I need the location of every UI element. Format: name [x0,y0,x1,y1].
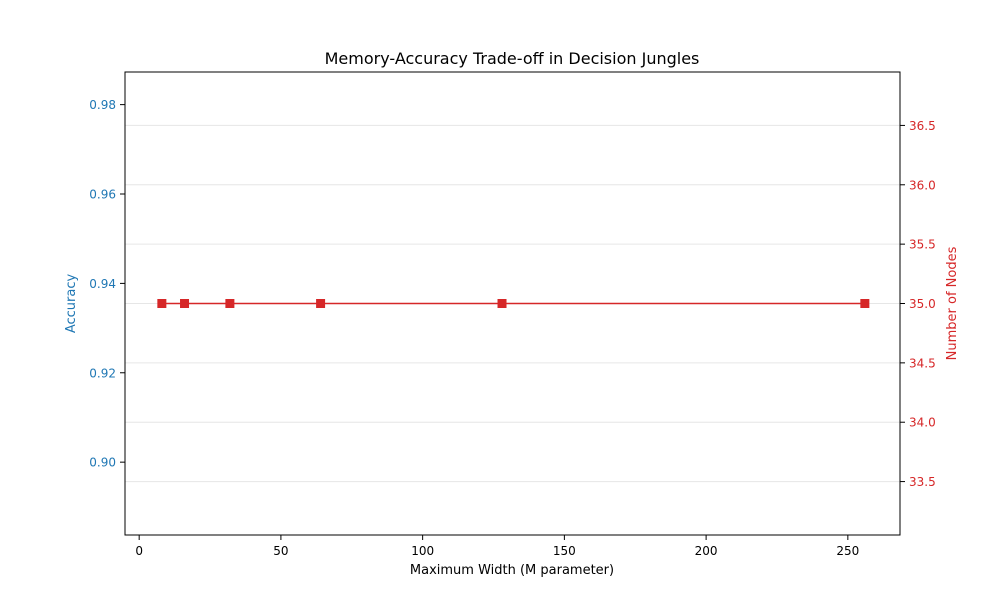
data-point-nodes [225,299,235,308]
data-point-nodes [316,299,326,308]
left-y-tick-label: 0.96 [89,188,116,202]
right-y-tick-label: 34.5 [909,356,936,370]
left-y-tick-label: 0.98 [89,98,116,112]
x-tick-label: 150 [553,544,576,558]
left-y-axis-ticks: 0.90 0.92 0.94 0.96 0.98 [89,98,125,470]
x-tick-label: 100 [411,544,434,558]
left-y-axis-label: Accuracy [64,274,79,334]
data-point-nodes [497,299,507,308]
x-tick-label: 250 [836,544,859,558]
data-point-nodes [860,299,870,308]
x-tick-label: 50 [273,544,288,558]
right-y-tick-label: 34.0 [909,416,936,430]
left-y-tick-label: 0.94 [89,277,116,291]
right-y-tick-label: 36.5 [909,119,936,133]
right-y-axis-label: Number of Nodes [945,246,960,360]
right-y-axis-ticks: 33.5 34.0 34.5 35.0 35.5 36.0 36.5 [900,119,936,489]
data-point-nodes [180,299,190,308]
left-y-tick-label: 0.92 [89,366,116,380]
right-y-tick-label: 35.5 [909,238,936,252]
series-layer [157,299,870,308]
x-tick-label: 200 [695,544,718,558]
left-y-tick-label: 0.90 [89,456,116,470]
right-y-tick-label: 33.5 [909,475,936,489]
right-y-tick-label: 36.0 [909,178,936,192]
chart-title: Memory-Accuracy Trade-off in Decision Ju… [325,49,700,68]
x-axis-label: Maximum Width (M parameter) [410,563,614,578]
data-point-nodes [157,299,167,308]
right-y-tick-label: 35.0 [909,297,936,311]
x-tick-label: 0 [135,544,143,558]
x-axis-ticks: 0 50 100 150 200 250 [135,535,859,558]
